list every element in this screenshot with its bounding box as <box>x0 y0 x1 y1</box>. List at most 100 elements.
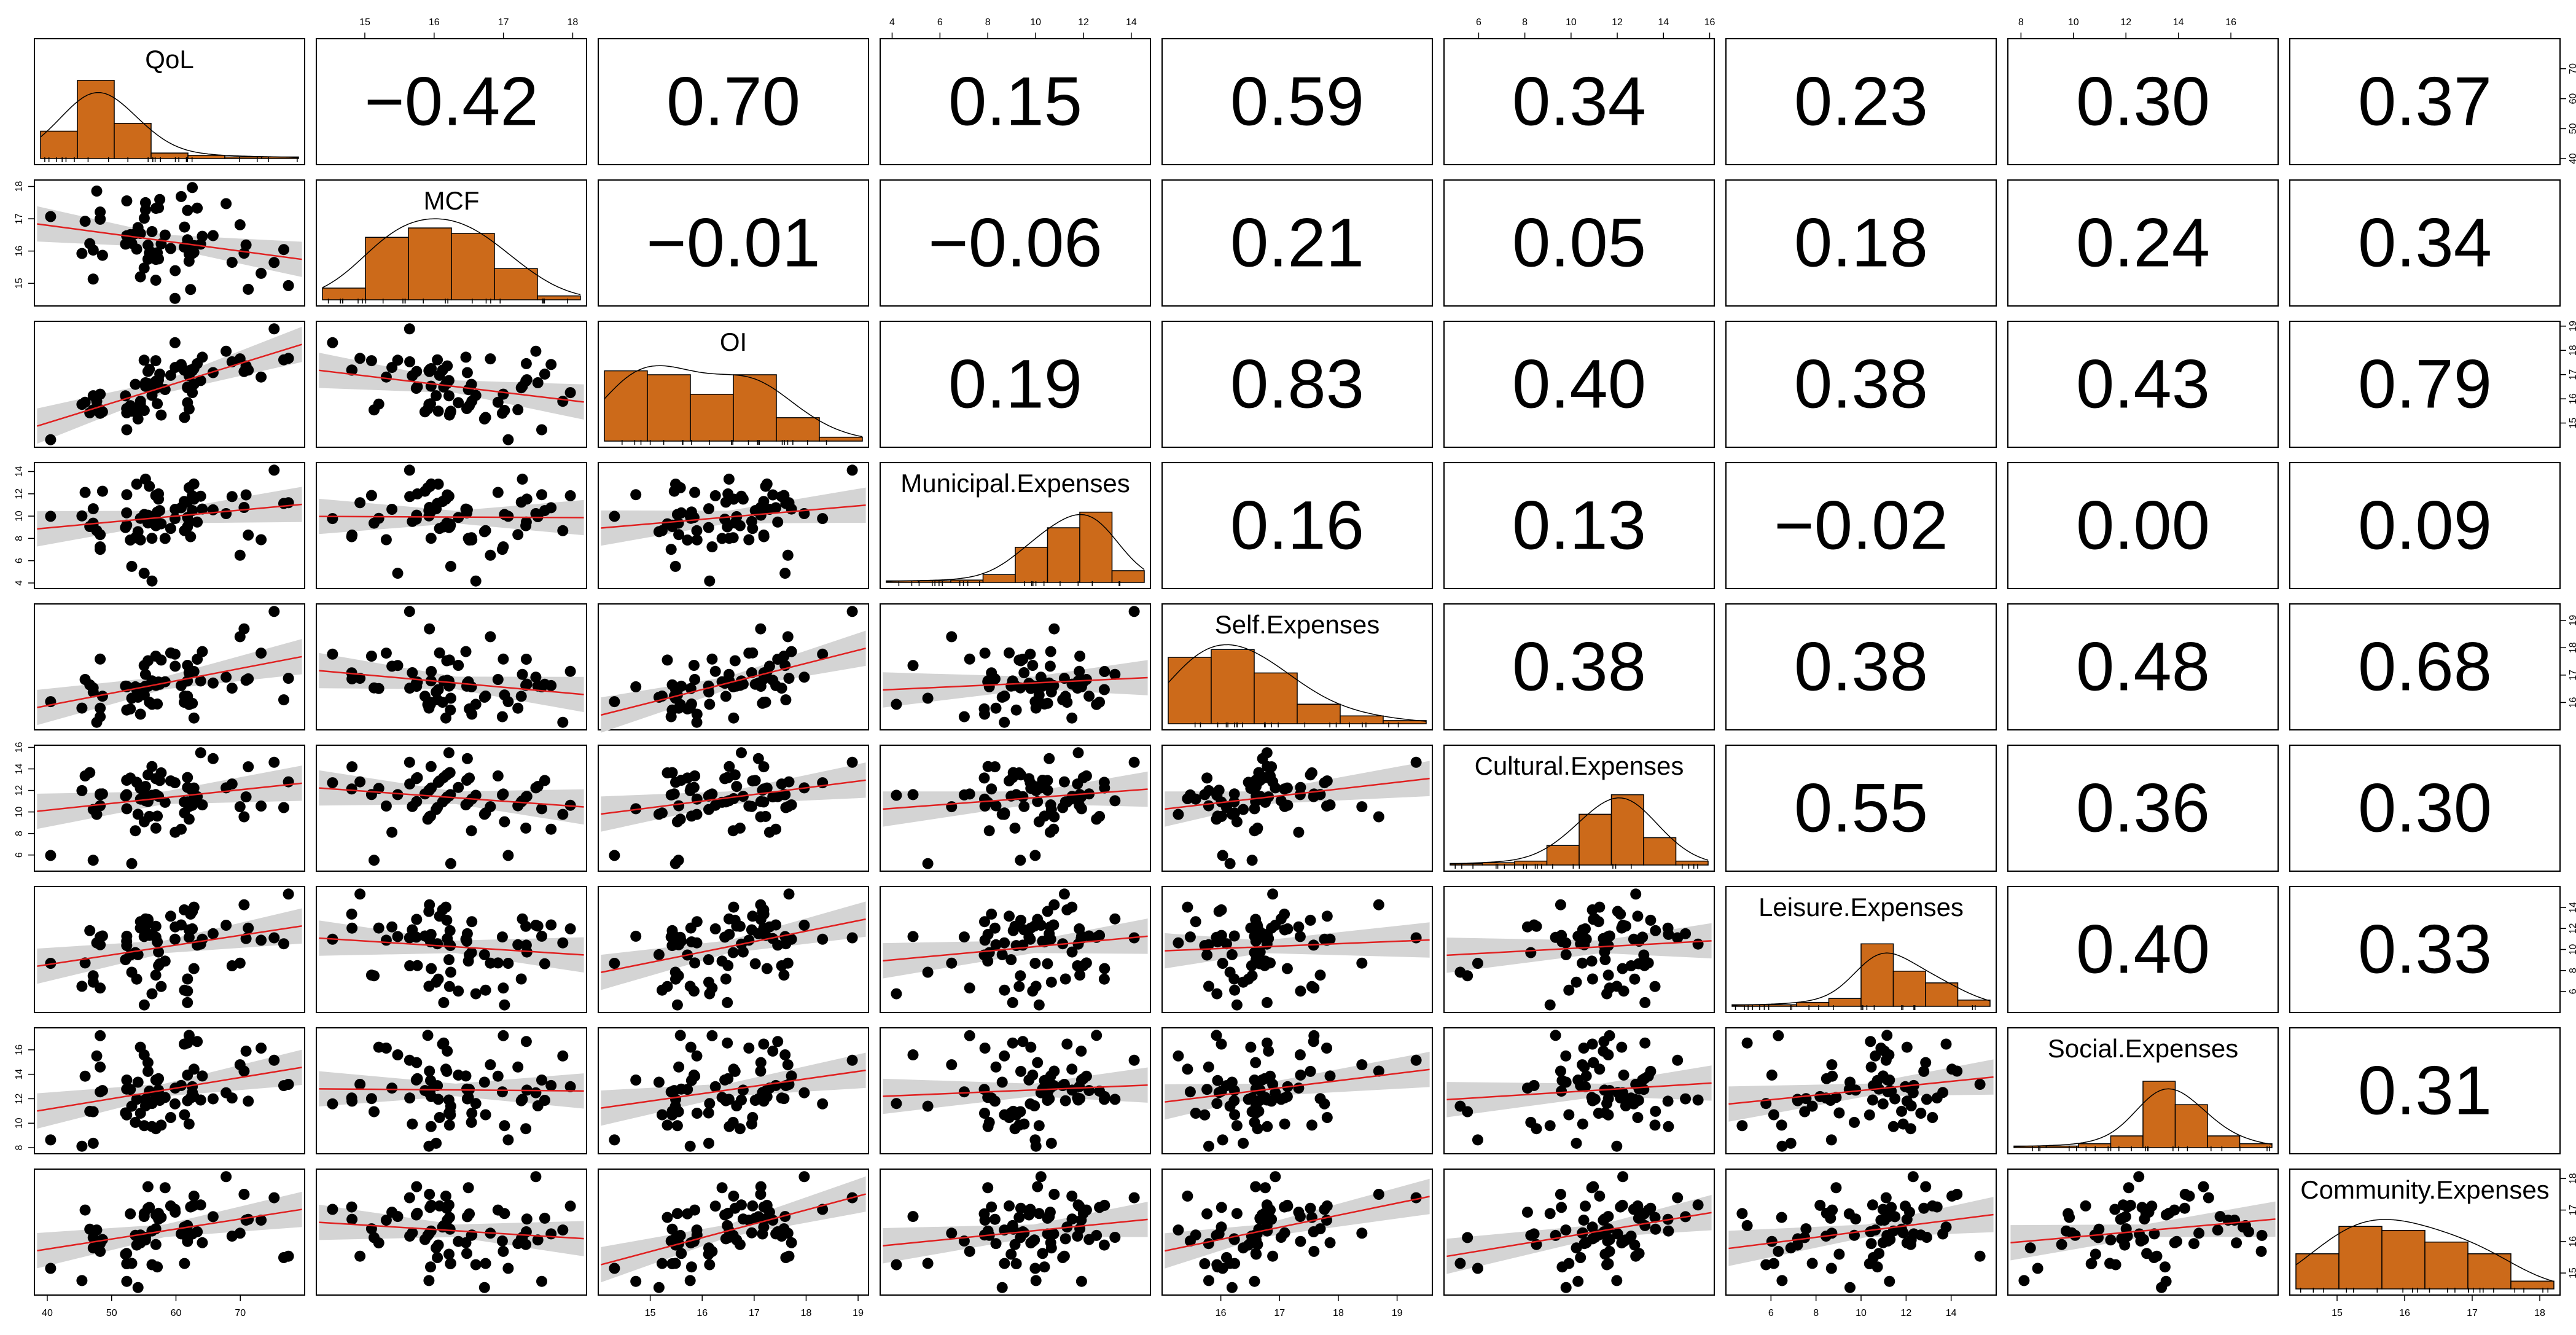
data-point <box>96 249 108 261</box>
data-point <box>1109 668 1121 680</box>
data-point <box>720 973 732 985</box>
data-point <box>630 681 642 692</box>
data-point <box>512 404 524 415</box>
data-point <box>703 1137 714 1149</box>
data-point <box>1849 1116 1860 1128</box>
data-point <box>706 653 718 665</box>
data-point <box>989 1213 1001 1225</box>
data-point <box>673 529 685 541</box>
data-point <box>1279 1118 1290 1130</box>
data-point <box>154 194 166 205</box>
data-point <box>1612 906 1623 917</box>
panel-frame <box>2007 1169 2279 1296</box>
data-point <box>404 356 416 367</box>
data-point <box>517 913 528 925</box>
data-point <box>982 1121 994 1132</box>
data-point <box>132 808 144 820</box>
data-point <box>1555 1189 1566 1200</box>
data-point <box>1578 1215 1590 1226</box>
data-point <box>1773 1245 1784 1257</box>
data-point <box>1066 1063 1078 1075</box>
tick-label: 16 <box>429 17 440 28</box>
data-point <box>1128 756 1140 768</box>
data-point <box>243 1213 254 1225</box>
data-point <box>722 996 733 1008</box>
data-point <box>846 1054 858 1066</box>
data-point <box>153 1084 165 1096</box>
data-point <box>724 761 735 772</box>
regression-line <box>37 223 302 260</box>
data-point <box>1221 1252 1232 1263</box>
tick-label: 10 <box>14 511 25 522</box>
data-point <box>564 490 576 501</box>
data-point <box>1229 984 1241 996</box>
data-point <box>176 679 187 691</box>
data-point <box>778 490 790 501</box>
data-point <box>1937 1087 1949 1098</box>
data-point <box>1599 1248 1611 1260</box>
panel-frame <box>880 1169 1151 1296</box>
data-point <box>165 523 176 534</box>
data-point <box>1048 823 1060 835</box>
data-point <box>1599 1213 1610 1225</box>
tick-label: 12 <box>2568 923 2576 934</box>
data-point <box>424 1065 435 1077</box>
data-point <box>1776 1140 1788 1152</box>
data-point <box>1270 1171 1281 1183</box>
data-point <box>703 680 714 692</box>
data-point <box>234 353 246 365</box>
data-point <box>996 1282 1008 1293</box>
data-point <box>1231 1120 1243 1132</box>
data-point <box>150 822 162 834</box>
panel-frame <box>1725 321 1997 448</box>
correlation-label: 0.05 <box>1512 205 1646 281</box>
data-point <box>798 1087 810 1098</box>
histogram-bar <box>1546 845 1580 866</box>
data-point <box>1173 937 1184 949</box>
tick-label: 8 <box>1813 1308 1819 1318</box>
data-point <box>1373 811 1384 823</box>
data-point <box>1216 1038 1227 1050</box>
data-point <box>1974 1250 1986 1262</box>
histogram-bar <box>2239 1143 2273 1148</box>
data-point <box>130 947 141 958</box>
data-point <box>499 405 510 416</box>
data-point <box>2212 1224 2223 1236</box>
data-point <box>1295 781 1306 793</box>
data-point <box>1005 1248 1017 1260</box>
data-point <box>946 801 958 813</box>
data-point <box>662 1212 673 1223</box>
data-point <box>731 1100 743 1111</box>
data-point <box>159 955 171 967</box>
data-point <box>671 1208 683 1220</box>
data-point <box>983 825 995 837</box>
data-point <box>557 808 569 820</box>
correlation-label: 0.30 <box>2358 770 2492 847</box>
data-point <box>1884 1275 1895 1287</box>
data-point <box>989 1095 1001 1107</box>
data-point <box>1887 1121 1899 1132</box>
data-point <box>238 248 250 259</box>
data-point <box>1611 1275 1623 1286</box>
regression-line <box>601 779 866 815</box>
data-point <box>283 1079 294 1090</box>
data-point <box>412 676 423 688</box>
tick-label: 16 <box>697 1308 708 1318</box>
data-point <box>1620 1234 1631 1246</box>
regression-line <box>37 503 302 530</box>
data-point <box>760 810 771 822</box>
data-point <box>747 1112 759 1123</box>
tick-label: 19 <box>2568 321 2576 332</box>
data-point <box>755 502 767 513</box>
data-point <box>221 198 232 209</box>
data-point <box>731 920 743 932</box>
variable-name-label: Social.Expenses <box>2048 1034 2239 1063</box>
data-point <box>1251 919 1263 931</box>
data-point <box>1454 1258 1466 1269</box>
data-point <box>2156 1282 2168 1293</box>
data-point <box>1018 801 1030 812</box>
data-point <box>138 1208 150 1220</box>
data-point <box>758 1213 770 1225</box>
regression-line <box>37 343 302 427</box>
data-point <box>1203 1061 1214 1073</box>
